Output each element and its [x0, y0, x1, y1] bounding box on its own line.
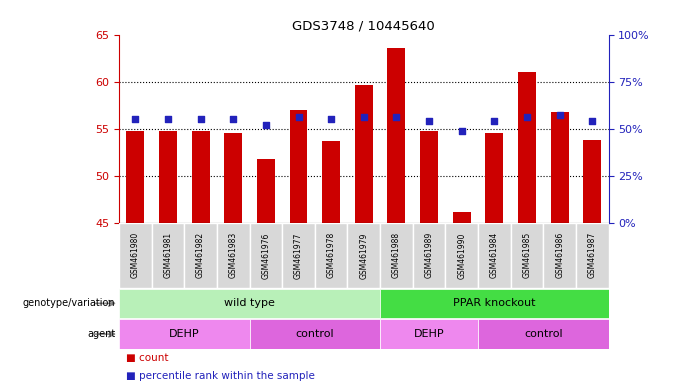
Bar: [322, 141, 340, 223]
Bar: [380, 289, 609, 318]
Text: GSM461985: GSM461985: [522, 232, 532, 278]
Bar: [192, 131, 209, 223]
Text: GSM461983: GSM461983: [228, 232, 238, 278]
Text: GSM461982: GSM461982: [196, 232, 205, 278]
Bar: [159, 131, 177, 223]
Title: GDS3748 / 10445640: GDS3748 / 10445640: [292, 19, 435, 32]
Point: [228, 116, 239, 122]
Bar: [583, 140, 601, 223]
Point: [293, 114, 304, 121]
Bar: [315, 223, 347, 288]
Bar: [347, 223, 380, 288]
Bar: [250, 223, 282, 288]
Text: GSM461990: GSM461990: [457, 232, 466, 278]
Bar: [224, 133, 242, 223]
Text: GSM461986: GSM461986: [555, 232, 564, 278]
Bar: [486, 133, 503, 223]
Bar: [380, 223, 413, 288]
Point: [489, 118, 500, 124]
Text: DEHP: DEHP: [413, 329, 445, 339]
Point: [587, 118, 598, 124]
Bar: [380, 319, 478, 349]
Text: GSM461976: GSM461976: [261, 232, 271, 278]
Bar: [543, 223, 576, 288]
Text: ■ count: ■ count: [126, 353, 169, 363]
Text: agent: agent: [87, 329, 116, 339]
Point: [260, 122, 271, 128]
Bar: [282, 223, 315, 288]
Bar: [184, 223, 217, 288]
Text: ■ percentile rank within the sample: ■ percentile rank within the sample: [126, 371, 315, 381]
Text: GSM461984: GSM461984: [490, 232, 499, 278]
Bar: [152, 223, 184, 288]
Bar: [119, 289, 380, 318]
Point: [424, 118, 435, 124]
Bar: [413, 223, 445, 288]
Bar: [126, 131, 144, 223]
Text: GSM461988: GSM461988: [392, 232, 401, 278]
Bar: [250, 319, 380, 349]
Text: DEHP: DEHP: [169, 329, 200, 339]
Bar: [257, 159, 275, 223]
Bar: [119, 319, 250, 349]
Text: GSM461980: GSM461980: [131, 232, 140, 278]
Text: control: control: [296, 329, 334, 339]
Bar: [551, 112, 568, 223]
Point: [195, 116, 206, 122]
Text: GSM461977: GSM461977: [294, 232, 303, 278]
Text: GSM461987: GSM461987: [588, 232, 597, 278]
Point: [130, 116, 141, 122]
Point: [163, 116, 173, 122]
Bar: [445, 223, 478, 288]
Point: [456, 127, 467, 134]
Bar: [453, 212, 471, 223]
Bar: [290, 110, 307, 223]
Point: [391, 114, 402, 121]
Bar: [119, 223, 152, 288]
Text: wild type: wild type: [224, 298, 275, 308]
Bar: [576, 223, 609, 288]
Bar: [420, 131, 438, 223]
Point: [326, 116, 337, 122]
Bar: [478, 223, 511, 288]
Text: control: control: [524, 329, 562, 339]
Text: genotype/variation: genotype/variation: [23, 298, 116, 308]
Bar: [511, 223, 543, 288]
Text: GSM461989: GSM461989: [424, 232, 434, 278]
Bar: [388, 48, 405, 223]
Point: [554, 113, 565, 119]
Bar: [355, 85, 373, 223]
Point: [522, 114, 532, 121]
Bar: [478, 319, 609, 349]
Bar: [217, 223, 250, 288]
Bar: [518, 72, 536, 223]
Text: GSM461981: GSM461981: [163, 232, 173, 278]
Text: PPAR knockout: PPAR knockout: [453, 298, 536, 308]
Point: [358, 114, 369, 121]
Text: GSM461978: GSM461978: [326, 232, 336, 278]
Text: GSM461979: GSM461979: [359, 232, 369, 278]
